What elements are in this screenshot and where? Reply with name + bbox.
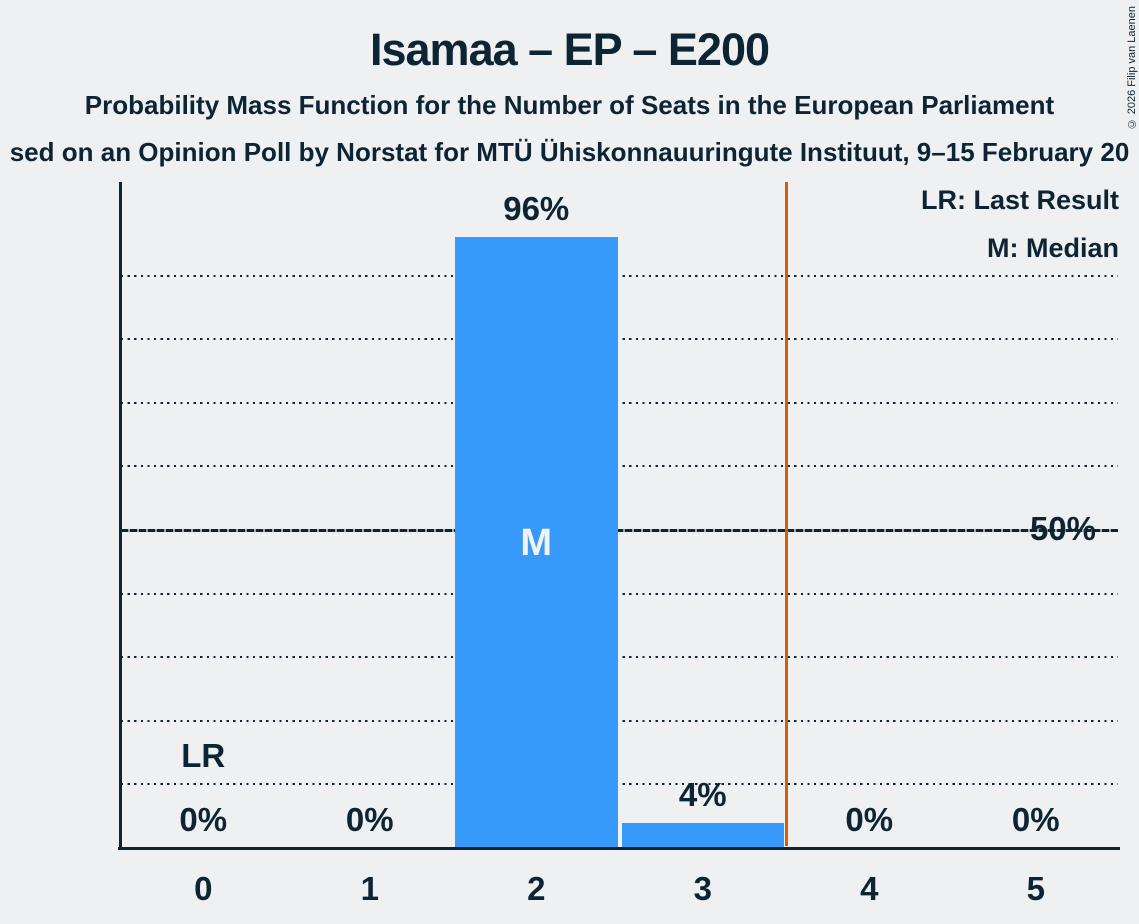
gridline-10pct xyxy=(121,783,1118,786)
x-axis-tick-label-2: 2 xyxy=(527,870,546,907)
gridline-90pct xyxy=(121,274,1118,277)
y-axis-50pct-label: 50% xyxy=(1029,510,1096,547)
gridline-20pct xyxy=(121,719,1118,722)
chart-subtitle: Probability Mass Function for the Number… xyxy=(84,90,1055,120)
median-marker: M xyxy=(520,521,553,564)
gridline-30pct xyxy=(121,656,1118,659)
bar-value-label-seat-1: 0% xyxy=(345,801,394,838)
x-axis-tick-label-0: 0 xyxy=(194,870,213,907)
chart-subtitle-source-clip: sed on an Opinion Poll by Norstat for MT… xyxy=(0,137,1139,168)
y-axis-line xyxy=(119,182,122,850)
last-result-marker: LR xyxy=(181,737,226,775)
gridline-40pct xyxy=(121,592,1118,595)
gridline-70pct xyxy=(121,401,1118,404)
gridline-60pct xyxy=(121,465,1118,468)
bar-value-label-seat-0: 0% xyxy=(179,801,228,838)
bar-value-label-seat-5: 0% xyxy=(1011,801,1060,838)
legend-last-result: LR: Last Result xyxy=(920,185,1119,215)
bar-value-label-seat-2: 96% xyxy=(503,190,570,228)
legend-median: M: Median xyxy=(987,233,1119,263)
x-axis-tick-label-1: 1 xyxy=(360,870,379,907)
page-title: Isamaa – EP – E200 xyxy=(370,24,770,75)
gridline-80pct xyxy=(121,338,1118,341)
bar-value-label-seat-4: 0% xyxy=(845,801,894,838)
chart-subtitle-source: sed on an Opinion Poll by Norstat for MT… xyxy=(9,137,1130,167)
x-axis-baseline xyxy=(118,846,1120,850)
x-axis-tick-label-3: 3 xyxy=(693,870,712,907)
gridline-50pct-solid xyxy=(121,528,1118,532)
probability-bar-seat-2 xyxy=(455,237,618,848)
probability-bar-seat-3 xyxy=(621,822,784,848)
x-axis-tick-label-5: 5 xyxy=(1026,870,1045,907)
bar-value-label-seat-3: 4% xyxy=(678,775,727,813)
chart-legend: LR: Last Result M: Median xyxy=(921,184,1119,280)
last-result-threshold-line xyxy=(784,182,788,846)
x-axis-tick-label-4: 4 xyxy=(860,870,879,907)
